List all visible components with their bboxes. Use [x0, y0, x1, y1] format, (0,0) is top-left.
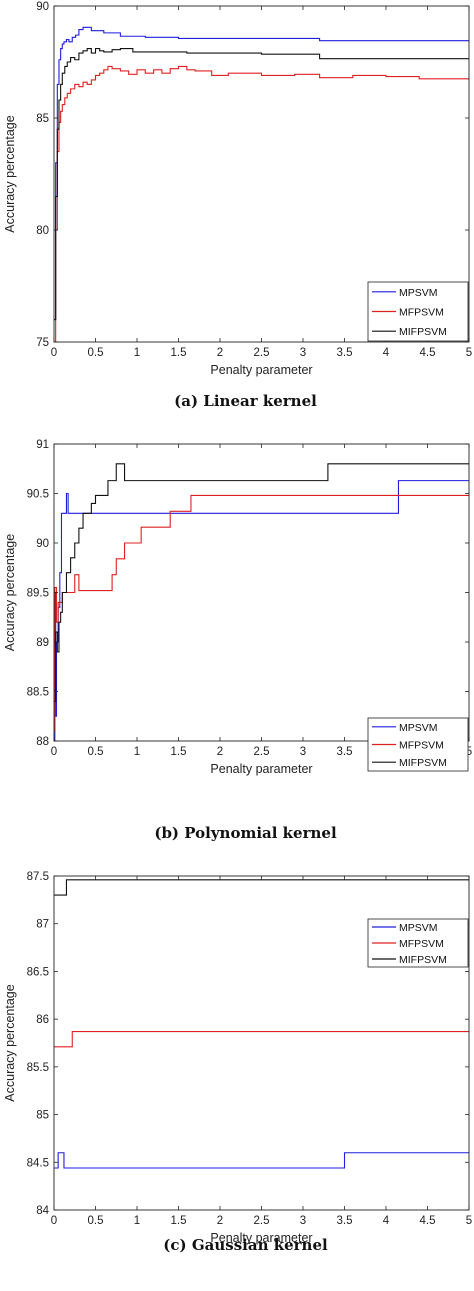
x-tick-label: 1.5	[171, 347, 187, 359]
series-line-mfpsvm	[54, 65, 469, 342]
x-tick-label: 1	[134, 1215, 140, 1227]
legend: MPSVM MFPSVM MIFPSVM	[367, 281, 469, 342]
legend-label-mfpsvm: MFPSVM	[399, 307, 444, 319]
panel-caption: (b) Polynomial kernel	[154, 824, 337, 842]
legend: MPSVM MFPSVM MIFPSVM	[367, 717, 469, 772]
x-tick-label: 0	[51, 347, 57, 359]
series-line-mifpsvm	[54, 879, 469, 896]
x-axis-label: Penalty parameter	[210, 762, 312, 776]
legend-label-mifpsvm: MIFPSVM	[399, 326, 447, 338]
x-tick-label: 2.5	[254, 746, 270, 758]
y-tick-label: 87	[36, 919, 49, 931]
y-axis-label: Accuracy percentage	[3, 534, 17, 651]
y-tick-label: 87.5	[27, 871, 49, 883]
x-tick-label: 1.5	[171, 746, 187, 758]
series-line-mifpsvm	[54, 48, 469, 321]
chart-panel-1: 0 0.5 1 1.5 2 2.5 3 3.5 4 4.5 5 75 80 85 90 Penalty par…	[3, 1, 472, 410]
x-tick-label: 3	[300, 1215, 306, 1227]
x-tick-label: 0	[51, 1215, 57, 1227]
legend-label-mfpsvm: MFPSVM	[399, 938, 444, 950]
y-tick-label: 86.5	[27, 966, 49, 978]
legend-label-mifpsvm: MIFPSVM	[399, 954, 447, 966]
x-tick-label: 3	[300, 347, 306, 359]
legend-label-mifpsvm: MIFPSVM	[399, 757, 447, 769]
series-line-mifpsvm	[54, 463, 469, 702]
y-tick-label: 86	[36, 1014, 49, 1026]
panel-caption: (c) Gaussian kernel	[163, 1236, 328, 1254]
y-tick-label: 80	[36, 225, 49, 237]
legend-label-mpsvm: MPSVM	[399, 922, 438, 934]
y-tick-label: 75	[36, 337, 49, 349]
x-tick-label: 2.5	[254, 1215, 270, 1227]
chart-panel-3: 0 0.5 1 1.5 2 2.5 3 3.5 4 4.5 5 84 84.5 85 85.5 86 86.5 8…	[3, 871, 472, 1254]
y-tick-label: 90.5	[27, 489, 49, 501]
y-tick-label: 84	[36, 1205, 49, 1217]
y-axis-label: Accuracy percentage	[3, 984, 17, 1101]
x-tick-label: 4.5	[420, 347, 436, 359]
x-tick-label: 3.5	[337, 746, 353, 758]
x-axis-label: Penalty parameter	[210, 1231, 312, 1245]
x-tick-label: 4	[383, 347, 390, 359]
series-line-mfpsvm	[54, 1031, 469, 1048]
series-line-mpsvm	[54, 1152, 469, 1169]
series-line-mpsvm	[54, 26, 469, 321]
x-tick-label: 5	[466, 347, 472, 359]
series-line-mfpsvm	[54, 494, 469, 732]
x-tick-label: 5	[466, 746, 472, 758]
y-tick-label: 84.5	[27, 1157, 49, 1169]
y-tick-label: 89.5	[27, 588, 49, 600]
panel-caption: (a) Linear kernel	[174, 392, 317, 410]
y-tick-label: 90	[36, 538, 49, 550]
y-tick-label: 85	[36, 113, 49, 125]
y-tick-label: 85.5	[27, 1062, 49, 1074]
x-tick-label: 5	[466, 1215, 472, 1227]
x-tick-label: 0.5	[88, 1215, 104, 1227]
y-tick-label: 88.5	[27, 687, 49, 699]
y-tick-label: 89	[36, 637, 49, 649]
y-tick-label: 90	[36, 1, 49, 13]
y-tick-label: 85	[36, 1110, 49, 1122]
chart-panel-2: 00.511.522.533.544.558888.58989.59090.59…	[3, 439, 472, 842]
legend: MPSVM MFPSVM MIFPSVM	[367, 918, 469, 968]
series-line-mpsvm	[54, 480, 469, 741]
x-tick-label: 1.5	[171, 1215, 187, 1227]
x-tick-label: 2	[217, 1215, 223, 1227]
plot-frame	[53, 443, 470, 742]
x-tick-label: 0.5	[88, 746, 104, 758]
y-axis-label: Accuracy percentage	[3, 115, 17, 232]
x-tick-label: 1	[134, 746, 140, 758]
x-tick-label: 3.5	[337, 347, 353, 359]
x-tick-label: 0.5	[88, 347, 104, 359]
y-tick-label: 91	[36, 439, 49, 451]
legend-label-mfpsvm: MFPSVM	[399, 740, 444, 752]
y-tick-label: 88	[36, 736, 49, 748]
x-axis-label: Penalty parameter	[210, 363, 312, 377]
x-tick-label: 3.5	[337, 1215, 353, 1227]
legend-label-mpsvm: MPSVM	[399, 287, 438, 299]
legend-label-mpsvm: MPSVM	[399, 722, 438, 734]
x-tick-label: 3	[300, 746, 306, 758]
x-tick-label: 4.5	[420, 1215, 436, 1227]
x-tick-label: 4	[383, 1215, 390, 1227]
x-tick-label: 2	[217, 347, 223, 359]
x-tick-label: 0	[51, 746, 57, 758]
x-tick-label: 2	[217, 746, 223, 758]
x-tick-label: 2.5	[254, 347, 270, 359]
x-tick-label: 1	[134, 347, 140, 359]
